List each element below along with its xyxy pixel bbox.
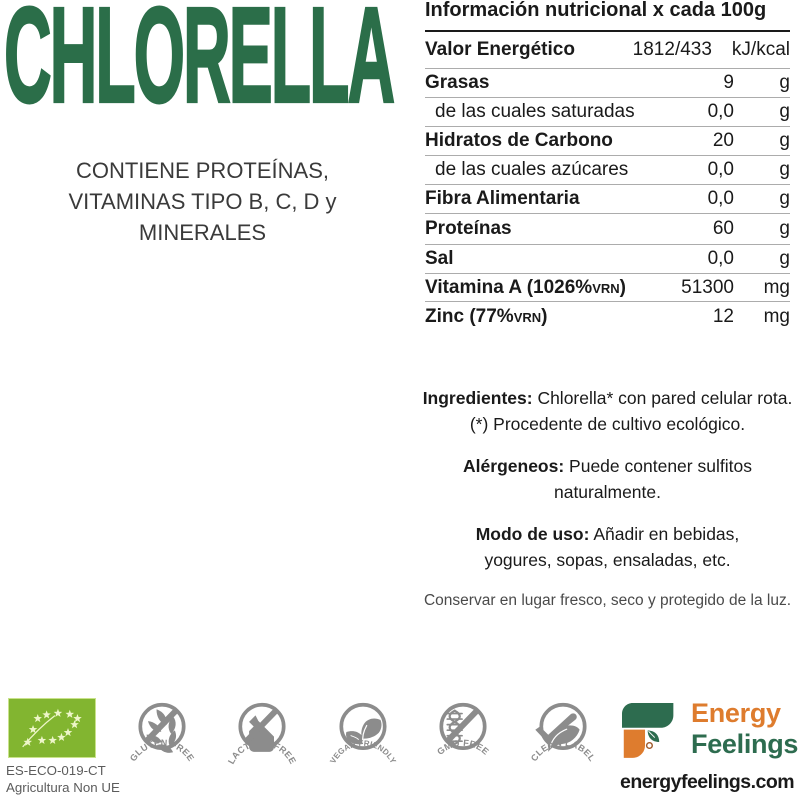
svg-text:CLEAN LABEL: CLEAN LABEL — [529, 738, 598, 764]
svg-text:GMO FREE: GMO FREE — [435, 738, 491, 757]
svg-text:VEGAN FRIENDLY: VEGAN FRIENDLY — [328, 739, 398, 766]
